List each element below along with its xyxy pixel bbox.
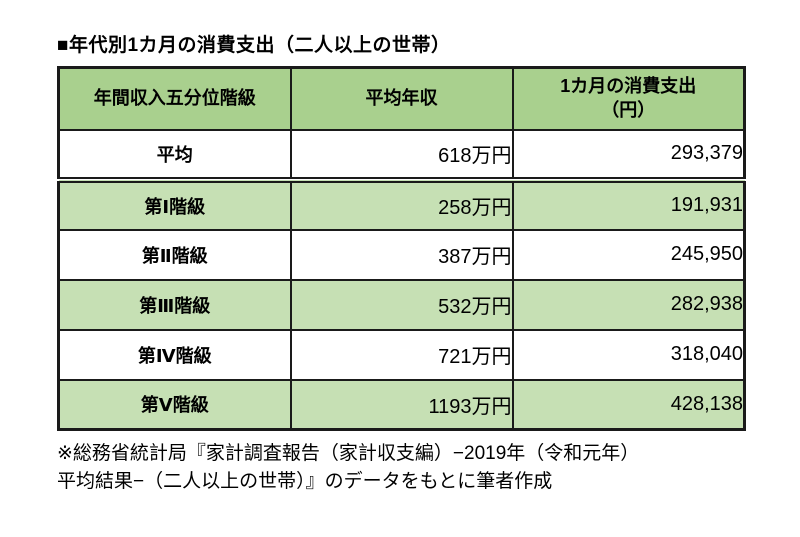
- col-header-monthly-expense-line2: （円）: [601, 99, 656, 120]
- row-expense: 318,040: [511, 328, 746, 381]
- table-header-row: 年間収入五分位階級 平均年収 1カ月の消費支出 （円）: [57, 66, 746, 131]
- row-expense: 191,931: [511, 178, 746, 231]
- income-quintile-table: 年間収入五分位階級 平均年収 1カ月の消費支出 （円） 平均 618万円 293…: [57, 66, 746, 431]
- figure-title: ■年代別1カ月の消費支出（二人以上の世帯）: [57, 35, 451, 56]
- row-income: 721万円: [289, 328, 514, 381]
- row-income: 387万円: [289, 228, 514, 281]
- col-header-average-income: 平均年収: [289, 66, 514, 131]
- source-note: ※総務省統計局『家計調査報告（家計収支編）−2019年（令和元年） 平均結果−（…: [57, 440, 747, 496]
- row-expense: 293,379: [511, 128, 746, 183]
- row-expense: 428,138: [511, 378, 746, 431]
- source-note-line1: ※総務省統計局『家計調査報告（家計収支編）−2019年（令和元年）: [57, 443, 640, 464]
- row-expense: 245,950: [511, 228, 746, 281]
- table-row-quintile-1: 第Ⅰ階級 258万円 191,931: [57, 178, 746, 231]
- table-row-quintile-2: 第Ⅱ階級 387万円 245,950: [57, 228, 746, 281]
- table-row-average: 平均 618万円 293,379: [57, 128, 746, 183]
- figure: ■年代別1カ月の消費支出（二人以上の世帯） 年間収入五分位階級 平均年収 1カ月…: [57, 35, 747, 496]
- row-income: 1193万円: [289, 378, 514, 431]
- row-label: 第Ⅴ階級: [57, 378, 292, 431]
- row-label: 第Ⅱ階級: [57, 228, 292, 281]
- row-label: 第Ⅲ階級: [57, 278, 292, 331]
- row-label: 平均: [57, 128, 292, 183]
- col-header-monthly-expense: 1カ月の消費支出 （円）: [511, 66, 746, 131]
- col-header-monthly-expense-line1: 1カ月の消費支出: [560, 76, 697, 97]
- row-label: 第Ⅰ階級: [57, 178, 292, 231]
- table-row-quintile-3: 第Ⅲ階級 532万円 282,938: [57, 278, 746, 331]
- row-income: 532万円: [289, 278, 514, 331]
- table-row-quintile-4: 第Ⅳ階級 721万円 318,040: [57, 328, 746, 381]
- row-label: 第Ⅳ階級: [57, 328, 292, 381]
- col-header-quintile: 年間収入五分位階級: [57, 66, 292, 131]
- source-note-line2: 平均結果−（二人以上の世帯）』のデータをもとに筆者作成: [57, 471, 553, 493]
- table-row-quintile-5: 第Ⅴ階級 1193万円 428,138: [57, 378, 746, 431]
- row-expense: 282,938: [511, 278, 746, 331]
- row-income: 258万円: [289, 178, 514, 231]
- row-income: 618万円: [289, 128, 514, 183]
